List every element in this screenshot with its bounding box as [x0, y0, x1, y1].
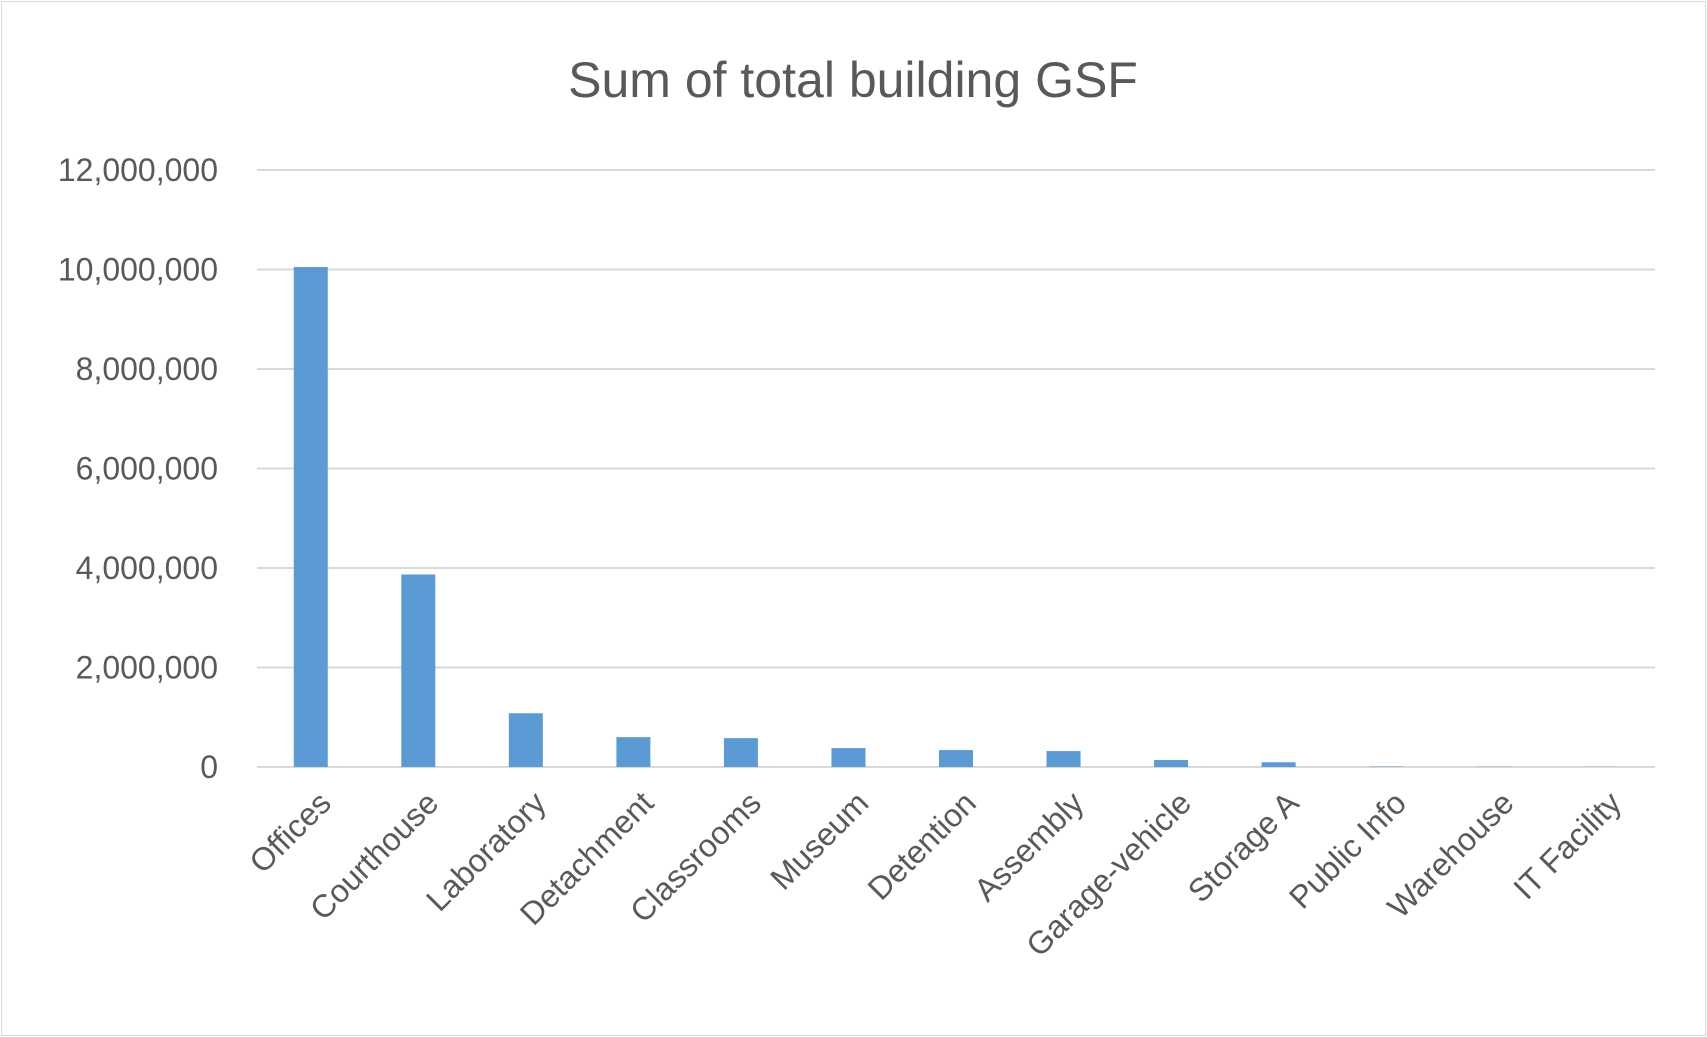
bar-museum — [831, 748, 866, 767]
bar-laboratory — [508, 713, 543, 767]
bar-classrooms — [723, 738, 758, 767]
bar-assembly — [1046, 751, 1081, 767]
y-tick-label: 4,000,000 — [76, 550, 218, 586]
chart-title: Sum of total building GSF — [568, 52, 1138, 108]
x-tick-label: IT Facility — [1506, 784, 1628, 906]
bar-garage-vehicle — [1154, 760, 1189, 767]
x-tick-label: Offices — [242, 784, 337, 879]
bar-storage-a — [1261, 762, 1296, 767]
y-tick-label: 6,000,000 — [76, 451, 218, 487]
x-tick-label: Museum — [763, 784, 875, 896]
gridlines — [257, 169, 1655, 768]
x-axis-ticks: OfficesCourthouseLaboratoryDetachmentCla… — [242, 784, 1628, 963]
x-tick-label: Detention — [861, 784, 983, 906]
bars — [293, 267, 1619, 767]
y-tick-label: 0 — [200, 749, 218, 785]
y-tick-label: 10,000,000 — [58, 252, 218, 288]
y-tick-label: 12,000,000 — [58, 152, 218, 188]
bar-offices — [293, 267, 328, 767]
bar-detention — [939, 750, 973, 767]
bar-detachment — [616, 737, 651, 767]
bar-courthouse — [401, 574, 436, 767]
y-tick-label: 8,000,000 — [76, 351, 218, 387]
y-axis-ticks: 0 2,000,000 4,000,000 6,000,000 8,000,000 10,… — [58, 152, 218, 785]
y-tick-label: 2,000,000 — [76, 650, 218, 686]
